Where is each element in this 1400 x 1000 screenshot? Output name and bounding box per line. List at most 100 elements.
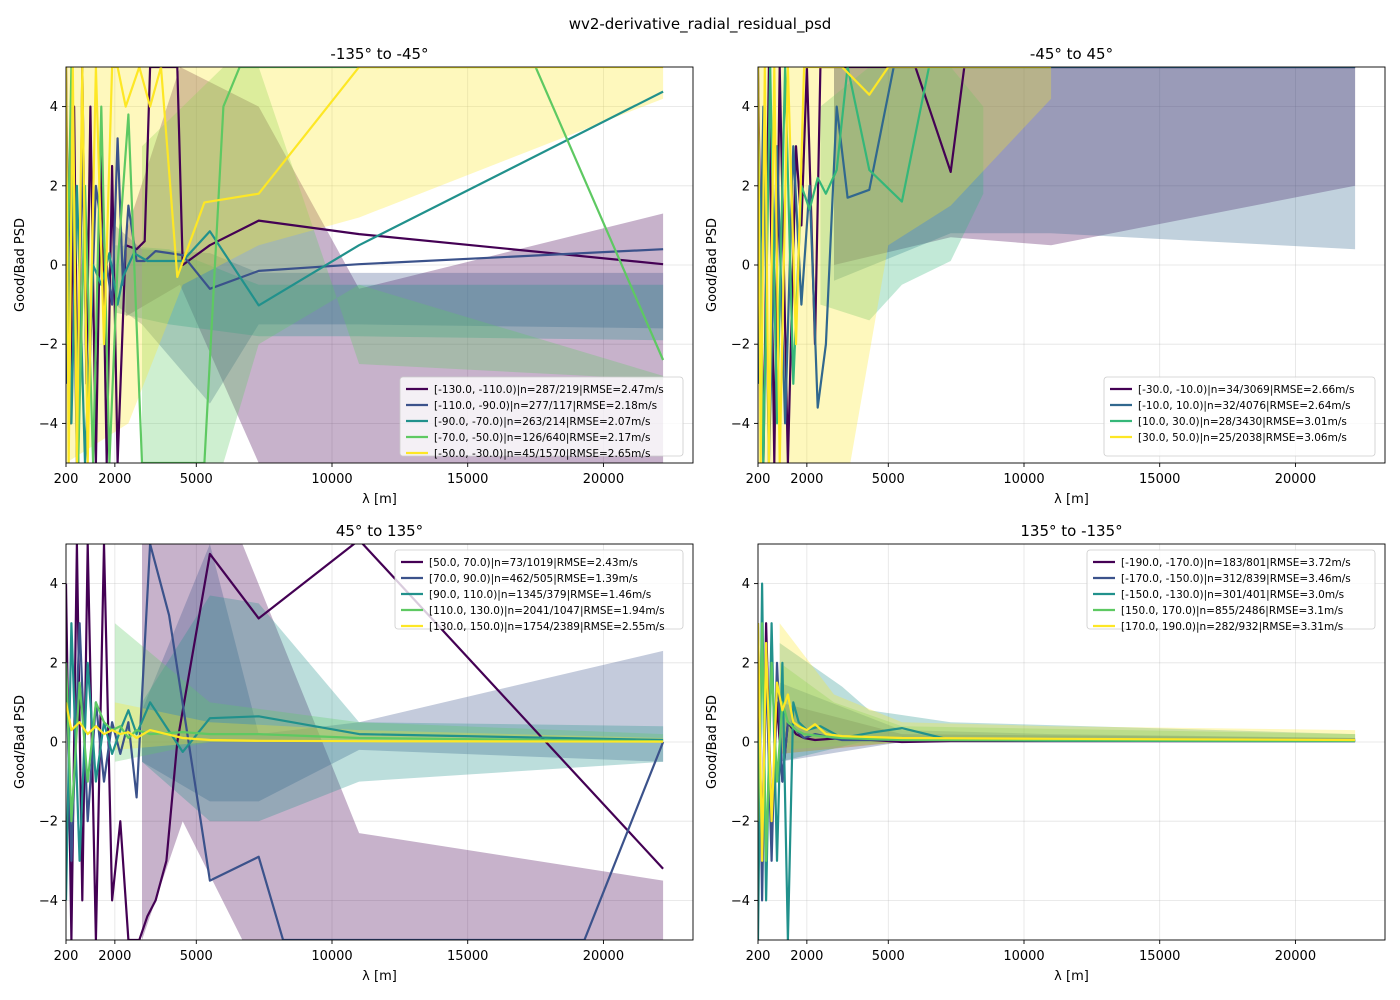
x-tick-label: 2000: [98, 472, 131, 487]
legend-box: [1103, 376, 1376, 457]
chart-3: 200 2000 5000 10000 15000 20000 −4 −2 0 2 4 45° to …: [13, 522, 694, 984]
series-line: [758, 67, 1052, 463]
y-tick-label: 4: [50, 577, 58, 592]
y-tick-label: 0: [742, 736, 750, 751]
chart-4: 200 2000 5000 10000 15000 20000 −4 −2 0 2 4 135° to…: [705, 522, 1386, 984]
series-band: [114, 225, 664, 404]
legend-entry: [-30.0, -10.0)|n=34/3069|RMSE=2.66m/s: [1138, 384, 1354, 396]
legend-entry: [170.0, 190.0)|n=282/932|RMSE=3.31m/s: [1121, 621, 1343, 633]
y-tick-label: 4: [742, 577, 750, 592]
x-axis-label: λ [m]: [362, 492, 397, 507]
series-line: [758, 623, 1356, 862]
series-line: [758, 67, 1052, 463]
series-band: [66, 67, 664, 463]
series-band: [114, 245, 664, 341]
x-tick-label: 200: [54, 949, 79, 964]
legend-entry: [-130.0, -110.0)|n=287/219|RMSE=2.47m/s: [434, 384, 664, 396]
series-line: [758, 622, 1356, 862]
y-tick-label: 0: [742, 259, 750, 274]
legend-entry: [30.0, 50.0)|n=25/2038|RMSE=3.06m/s: [1138, 432, 1347, 444]
x-tick-label: 10000: [1003, 949, 1044, 964]
x-tick-label: 10000: [311, 472, 352, 487]
series-band: [834, 67, 1356, 265]
legend-entry: [-70.0, -50.0)|n=126/640|RMSE=2.17m/s: [434, 432, 650, 444]
x-tick-label: 200: [54, 472, 79, 487]
legend-entry: [150.0, 170.0)|n=855/2486|RMSE=3.1m/s: [1121, 605, 1343, 617]
y-tick-label: −2: [731, 338, 750, 353]
series-band: [779, 662, 1356, 750]
y-tick-label: 0: [50, 736, 58, 751]
series-band: [834, 67, 1356, 281]
legend-box: [1086, 549, 1376, 630]
legend: [-130.0, -110.0)|n=287/219|RMSE=2.47m/s […: [399, 376, 684, 460]
legend-entry: [130.0, 150.0)|n=1754/2389|RMSE=2.55m/s: [429, 621, 665, 633]
series-line: [66, 67, 664, 463]
x-axis-label: λ [m]: [1054, 969, 1089, 984]
x-tick-label: 15000: [1139, 949, 1180, 964]
series-line: [758, 623, 1356, 902]
x-tick-label: 5000: [180, 949, 213, 964]
x-tick-label: 10000: [311, 949, 352, 964]
x-tick-label: 20000: [583, 949, 624, 964]
series-line: [66, 544, 664, 940]
chart-title: 135° to -135°: [1020, 522, 1122, 540]
y-tick-label: −4: [731, 417, 750, 432]
legend-entry: [-10.0, 10.0)|n=32/4076|RMSE=2.64m/s: [1138, 400, 1351, 412]
x-tick-label: 200: [746, 949, 771, 964]
x-tick-label: 2000: [790, 949, 823, 964]
series-line: [758, 67, 1356, 463]
y-tick-label: 2: [50, 179, 58, 194]
y-axis-label: Good/Bad PSD: [13, 695, 28, 789]
legend-entry: [70.0, 90.0)|n=462/505|RMSE=1.39m/s: [429, 573, 638, 585]
legend: [50.0, 70.0)|n=73/1019|RMSE=2.43m/s [70.0…: [394, 549, 684, 633]
y-tick-label: −4: [39, 894, 58, 909]
y-tick-label: −2: [731, 815, 750, 830]
series-line: [66, 67, 665, 463]
series-line: [66, 702, 664, 743]
y-tick-label: 0: [50, 259, 58, 274]
series-band: [125, 67, 664, 463]
legend-box: [394, 549, 684, 630]
series-band: [758, 67, 1052, 463]
y-tick-label: 2: [742, 179, 750, 194]
legend-entry: [-150.0, -130.0)|n=301/401|RMSE=3.0m/s: [1121, 589, 1344, 601]
x-tick-label: 15000: [447, 472, 488, 487]
legend: [-30.0, -10.0)|n=34/3069|RMSE=2.66m/s [-1…: [1103, 376, 1376, 457]
x-tick-label: 10000: [1003, 472, 1044, 487]
legend-entry: [-90.0, -70.0)|n=263/214|RMSE=2.07m/s: [434, 416, 650, 428]
series-band: [142, 67, 664, 463]
y-tick-label: 4: [742, 100, 750, 115]
series-band: [779, 643, 1356, 762]
y-tick-label: 2: [742, 656, 750, 671]
series-line: [66, 622, 664, 901]
plot-area: [758, 582, 1356, 940]
y-tick-label: 4: [50, 100, 58, 115]
x-tick-label: 5000: [872, 949, 905, 964]
chart-title: 45° to 135°: [336, 522, 423, 540]
chart-title: -45° to 45°: [1030, 45, 1113, 63]
x-tick-label: 2000: [790, 472, 823, 487]
legend-entry: [50.0, 70.0)|n=73/1019|RMSE=2.43m/s: [429, 557, 638, 569]
legend-box: [399, 376, 684, 457]
y-tick-label: −2: [39, 815, 58, 830]
x-tick-label: 5000: [180, 472, 213, 487]
x-axis-label: λ [m]: [362, 969, 397, 984]
chart-title: -135° to -45°: [330, 45, 428, 63]
legend-entry: [-190.0, -170.0)|n=183/801|RMSE=3.72m/s: [1121, 557, 1351, 569]
chart-2: 200 2000 5000 10000 15000 20000 −4 −2 0 2 4 -45° to…: [705, 45, 1386, 507]
y-axis-label: Good/Bad PSD: [13, 218, 28, 312]
series-band: [114, 623, 664, 762]
x-tick-label: 2000: [98, 949, 131, 964]
x-tick-label: 15000: [447, 949, 488, 964]
series-line: [758, 582, 1356, 940]
y-axis-label: Good/Bad PSD: [705, 695, 720, 789]
plot-area: [66, 544, 665, 940]
x-tick-label: 20000: [1275, 949, 1316, 964]
series-band: [142, 544, 664, 940]
x-tick-label: 15000: [1139, 472, 1180, 487]
legend-entry: [-50.0, -30.0)|n=45/1570|RMSE=2.65m/s: [434, 448, 650, 460]
legend-entry: [90.0, 110.0)|n=1345/379|RMSE=1.46m/s: [429, 589, 651, 601]
y-tick-label: −4: [731, 894, 750, 909]
